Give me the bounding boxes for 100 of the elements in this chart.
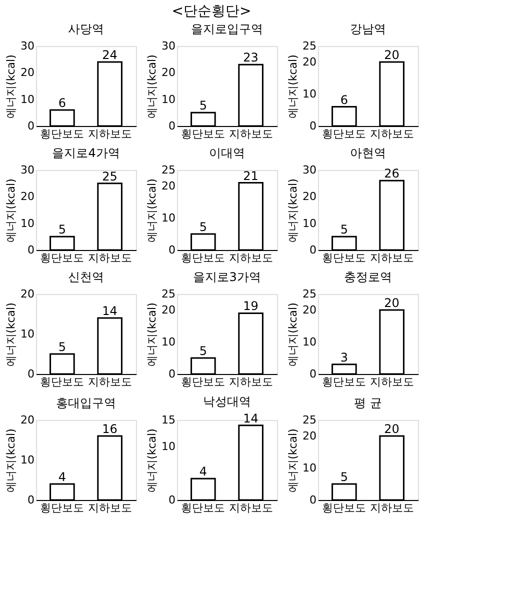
y-tick-label: 0 [28,120,34,132]
y-axis-title: 에너지(kcal) [146,54,159,118]
y-tick-label: 25 [162,288,176,300]
y-tick-label: 10 [162,92,176,106]
y-axis-title: 에너지(kcal) [146,178,159,242]
x-tick-label: 지하보도 [228,502,273,514]
x-tick-label: 횡단보도 [181,376,226,388]
data-label: 21 [243,168,258,183]
chart-title: 충정로역 [344,270,392,284]
y-tick-label: 20 [302,430,316,442]
data-label: 19 [243,299,258,314]
chart-title: 평 균 [354,396,382,410]
y-tick-label: 20 [302,56,316,68]
y-tick-label: 10 [302,336,316,348]
x-tick-label: 지하보도 [88,252,132,264]
data-label: 5 [199,344,208,358]
data-label: 24 [102,48,118,62]
y-tick-label: 10 [162,336,176,348]
y-axis-title: 에너지(kcal) [286,302,300,366]
x-tick-label: 횡단보도 [40,502,84,514]
y-axis-title: 에너지(kcal) [286,54,300,118]
y-tick-label: 0 [310,244,316,256]
chart-title: 아현역 [350,146,386,160]
data-label: 3 [340,350,348,364]
data-label: 16 [102,422,118,436]
data-label: 5 [340,222,348,237]
x-tick-label: 횡단보도 [322,376,366,388]
x-tick-label: 지하보도 [370,252,414,264]
y-tick-label: 20 [162,304,176,316]
y-tick-label: 10 [302,216,316,230]
chart-title: 홍대입구역 [56,396,116,410]
y-axis-title: 에너지(kcal) [4,178,18,242]
data-label: 5 [199,220,208,234]
data-label: 20 [384,48,400,62]
data-label: 4 [199,464,208,479]
y-tick-label: 20 [20,414,34,426]
data-label: 5 [58,222,66,237]
y-tick-label: 10 [20,92,34,106]
y-tick-label: 30 [20,40,34,52]
text: <단순횡단> [172,4,252,20]
chart-title: 을지로4가역 [52,146,120,160]
y-tick-label: 20 [162,66,176,80]
y-axis-title: 에너지(kcal) [286,178,300,242]
y-tick-label: 0 [168,368,176,380]
x-tick-label: 지하보도 [370,128,414,140]
y-tick-label: 0 [310,368,316,380]
x-tick-label: 횡단보도 [40,252,84,264]
y-tick-label: 20 [20,190,34,204]
y-tick-label: 0 [310,120,316,132]
y-tick-label: 0 [168,244,176,256]
chart-title: 신천역 [68,270,104,284]
chart-title: 을지로3가역 [193,270,261,284]
y-tick-label: 10 [20,328,34,340]
data-label: 23 [243,50,258,65]
x-tick-label: 횡단보도 [181,128,226,140]
y-axis-title: 에너지(kcal) [146,302,159,366]
x-tick-label: 지하보도 [228,128,273,140]
x-tick-label: 횡단보도 [322,252,366,264]
chart-title: 을지로입구역 [191,22,263,36]
y-tick-label: 30 [302,164,316,176]
y-tick-label: 20 [302,304,316,316]
data-label: 20 [384,296,400,310]
y-tick-label: 10 [162,212,176,224]
y-tick-label: 30 [20,164,34,176]
y-tick-label: 0 [28,244,34,256]
y-axis-title: 에너지(kcal) [4,54,18,118]
x-tick-label: 지하보도 [88,376,132,388]
y-tick-label: 0 [28,494,34,506]
y-tick-label: 20 [20,288,34,300]
data-label: 20 [384,422,400,436]
y-tick-label: 10 [302,462,316,474]
y-axis-title: 에너지(kcal) [4,302,18,366]
y-tick-label: 30 [162,40,176,52]
x-tick-label: 지하보도 [228,376,273,388]
y-tick-label: 0 [28,368,34,380]
y-tick-label: 0 [168,494,176,506]
data-label: 14 [243,411,258,426]
data-label: 6 [340,92,348,107]
data-label: 26 [384,166,400,181]
x-tick-label: 횡단보도 [40,376,84,388]
y-tick-label: 20 [20,66,34,80]
y-axis-title: 에너지(kcal) [4,428,18,492]
y-tick-label: 20 [162,180,176,192]
data-label: 5 [199,98,208,113]
x-tick-label: 지하보도 [88,128,132,140]
y-tick-label: 0 [168,120,176,132]
x-tick-label: 횡단보도 [181,252,226,264]
chart-title: 이대역 [209,146,245,160]
x-tick-label: 횡단보도 [322,128,366,140]
chart-title: 낙성대역 [203,394,251,408]
x-tick-label: 지하보도 [88,502,132,514]
y-tick-label: 0 [310,494,316,506]
data-label: 6 [58,96,66,110]
y-tick-label: 15 [162,414,176,426]
y-tick-label: 10 [20,454,34,466]
x-tick-label: 지하보도 [370,376,414,388]
y-tick-label: 25 [302,414,316,426]
x-tick-label: 지하보도 [228,252,273,264]
x-tick-label: 지하보도 [370,502,414,514]
x-tick-label: 횡단보도 [40,128,84,140]
